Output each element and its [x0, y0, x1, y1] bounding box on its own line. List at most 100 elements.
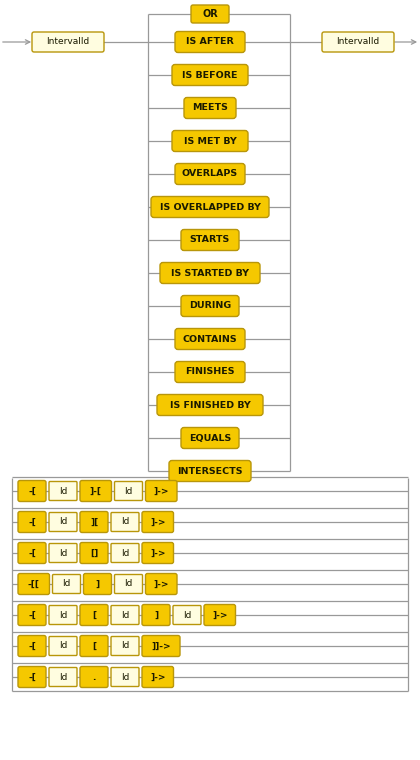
Text: STARTS: STARTS	[190, 236, 230, 245]
FancyBboxPatch shape	[111, 543, 139, 562]
FancyBboxPatch shape	[49, 667, 77, 686]
FancyBboxPatch shape	[142, 604, 170, 625]
Text: Id: Id	[59, 549, 67, 558]
Text: IS FINISHED BY: IS FINISHED BY	[170, 401, 250, 410]
FancyBboxPatch shape	[49, 606, 77, 625]
FancyBboxPatch shape	[111, 512, 139, 531]
FancyBboxPatch shape	[204, 604, 236, 625]
Text: IS AFTER: IS AFTER	[186, 37, 234, 46]
Text: IS STARTED BY: IS STARTED BY	[171, 268, 249, 277]
FancyBboxPatch shape	[145, 574, 177, 594]
FancyBboxPatch shape	[175, 31, 245, 52]
FancyBboxPatch shape	[115, 575, 142, 594]
Text: Id: Id	[59, 518, 67, 527]
Text: IS OVERLAPPED BY: IS OVERLAPPED BY	[160, 202, 260, 211]
Text: ]->: ]->	[153, 486, 169, 496]
Text: [: [	[92, 641, 96, 651]
Text: Id: Id	[62, 579, 71, 588]
FancyBboxPatch shape	[80, 604, 108, 625]
FancyBboxPatch shape	[49, 482, 77, 501]
Text: Id: Id	[121, 641, 129, 651]
Text: Id: Id	[121, 549, 129, 558]
Text: -[: -[	[28, 518, 36, 527]
FancyBboxPatch shape	[80, 635, 108, 657]
Text: ]->: ]->	[150, 673, 165, 682]
Text: ]->: ]->	[212, 610, 228, 619]
Text: OVERLAPS: OVERLAPS	[182, 169, 238, 179]
FancyBboxPatch shape	[18, 511, 46, 533]
FancyBboxPatch shape	[142, 667, 173, 688]
FancyBboxPatch shape	[157, 394, 263, 416]
Text: -[: -[	[28, 486, 36, 496]
Text: Id: Id	[121, 610, 129, 619]
Text: FINISHES: FINISHES	[185, 368, 235, 376]
FancyBboxPatch shape	[181, 230, 239, 251]
Text: OR: OR	[202, 9, 218, 19]
FancyBboxPatch shape	[175, 328, 245, 350]
FancyBboxPatch shape	[115, 482, 142, 501]
FancyBboxPatch shape	[142, 511, 173, 533]
Text: [: [	[92, 610, 96, 619]
FancyBboxPatch shape	[18, 635, 46, 657]
FancyBboxPatch shape	[32, 32, 104, 52]
FancyBboxPatch shape	[80, 667, 108, 688]
FancyBboxPatch shape	[18, 543, 46, 563]
FancyBboxPatch shape	[18, 604, 46, 625]
FancyBboxPatch shape	[181, 296, 239, 316]
FancyBboxPatch shape	[80, 480, 111, 502]
Text: ]->: ]->	[150, 518, 165, 527]
FancyBboxPatch shape	[172, 131, 248, 151]
Text: IntervalId: IntervalId	[46, 37, 89, 46]
FancyBboxPatch shape	[18, 574, 50, 594]
FancyBboxPatch shape	[80, 543, 108, 563]
FancyBboxPatch shape	[52, 575, 81, 594]
FancyBboxPatch shape	[191, 5, 229, 23]
FancyBboxPatch shape	[169, 461, 251, 482]
Text: ]: ]	[154, 610, 158, 619]
FancyBboxPatch shape	[142, 635, 180, 657]
FancyBboxPatch shape	[84, 574, 111, 594]
Text: ]-[: ]-[	[90, 486, 102, 496]
FancyBboxPatch shape	[151, 197, 269, 217]
Text: Id: Id	[183, 610, 191, 619]
FancyBboxPatch shape	[111, 606, 139, 625]
Text: -[: -[	[28, 549, 36, 558]
FancyBboxPatch shape	[49, 512, 77, 531]
FancyBboxPatch shape	[49, 637, 77, 655]
FancyBboxPatch shape	[18, 480, 46, 502]
Text: IS BEFORE: IS BEFORE	[182, 71, 238, 80]
FancyBboxPatch shape	[181, 427, 239, 448]
FancyBboxPatch shape	[18, 667, 46, 688]
Text: Id: Id	[121, 673, 129, 682]
Text: CONTAINS: CONTAINS	[183, 334, 237, 344]
FancyBboxPatch shape	[111, 667, 139, 686]
Text: -[: -[	[28, 610, 36, 619]
FancyBboxPatch shape	[175, 163, 245, 185]
FancyBboxPatch shape	[49, 543, 77, 562]
Text: Id: Id	[124, 486, 133, 496]
FancyBboxPatch shape	[142, 543, 173, 563]
FancyBboxPatch shape	[173, 606, 201, 625]
FancyBboxPatch shape	[111, 637, 139, 655]
Text: ][: ][	[90, 518, 98, 527]
FancyBboxPatch shape	[322, 32, 394, 52]
Text: ]: ]	[95, 579, 100, 588]
Text: Id: Id	[59, 610, 67, 619]
Text: -[: -[	[28, 673, 36, 682]
FancyBboxPatch shape	[160, 262, 260, 283]
Text: ]->: ]->	[153, 579, 169, 588]
FancyBboxPatch shape	[175, 362, 245, 382]
FancyBboxPatch shape	[145, 480, 177, 502]
Text: ]]->: ]]->	[151, 641, 171, 651]
FancyBboxPatch shape	[80, 511, 108, 533]
Text: DURING: DURING	[189, 302, 231, 311]
Text: MEETS: MEETS	[192, 103, 228, 112]
Text: .: .	[92, 673, 96, 682]
Text: ]->: ]->	[150, 549, 165, 558]
Text: Id: Id	[59, 673, 67, 682]
FancyBboxPatch shape	[184, 97, 236, 119]
Text: IS MET BY: IS MET BY	[184, 137, 236, 145]
Text: -[[: -[[	[28, 579, 40, 588]
Text: IntervalId: IntervalId	[336, 37, 380, 46]
FancyBboxPatch shape	[172, 65, 248, 86]
